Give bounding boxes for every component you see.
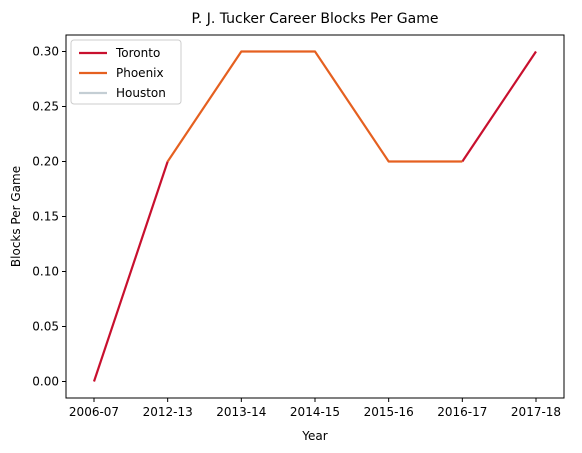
x-axis-label: Year <box>301 429 327 443</box>
legend: Toronto Phoenix Houston <box>70 39 182 105</box>
x-axis: 2006-07 2012-13 2013-14 2014-15 2015-16 2016-… <box>69 398 561 419</box>
series-layer <box>92 50 537 382</box>
legend-box <box>70 39 182 105</box>
series-line-toronto <box>92 161 169 382</box>
series-line-phoenix <box>166 50 463 163</box>
legend-label: Houston <box>116 86 166 100</box>
y-tick-label: 0.15 <box>32 210 59 224</box>
x-tick-label: 2012-13 <box>143 405 193 419</box>
y-tick-label: 0.20 <box>32 155 59 169</box>
y-tick-label: 0.30 <box>32 45 59 59</box>
x-tick-label: 2015-16 <box>364 405 414 419</box>
y-axis: 0.00 0.05 0.10 0.15 0.20 0.25 0.30 <box>32 45 66 389</box>
legend-label: Toronto <box>115 46 160 60</box>
chart-title: P. J. Tucker Career Blocks Per Game <box>192 11 439 27</box>
y-axis-label: Blocks Per Game <box>9 166 23 267</box>
y-tick-label: 0.25 <box>32 100 59 114</box>
x-tick-label: 2006-07 <box>69 405 119 419</box>
x-tick-label: 2013-14 <box>216 405 266 419</box>
y-tick-label: 0.05 <box>32 320 59 334</box>
y-tick-label: 0.00 <box>32 375 59 389</box>
series-line-toronto <box>461 50 537 163</box>
x-tick-label: 2014-15 <box>290 405 340 419</box>
x-tick-label: 2017-18 <box>511 405 561 419</box>
x-tick-label: 2016-17 <box>437 405 487 419</box>
legend-label: Phoenix <box>116 66 164 80</box>
y-tick-label: 0.10 <box>32 265 59 279</box>
